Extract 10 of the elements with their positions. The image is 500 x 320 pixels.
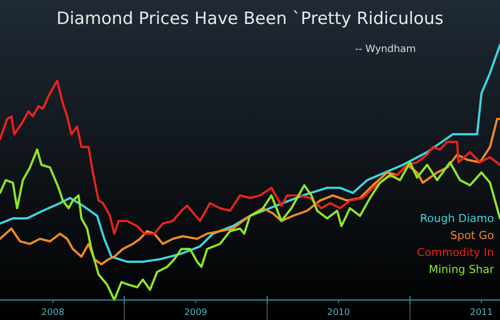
chart-title: Diamond Prices Have Been `Pretty Ridiculous bbox=[56, 9, 444, 29]
text: Commodity In bbox=[416, 246, 494, 259]
x-tick-label: 2009 bbox=[184, 308, 208, 318]
text: Spot Go bbox=[450, 229, 494, 242]
x-tick-label: 2011 bbox=[470, 308, 493, 318]
text: Rough Diamo bbox=[420, 212, 494, 225]
x-tick-label: 2010 bbox=[327, 308, 350, 318]
x-tick-label: 2008 bbox=[41, 308, 65, 318]
annotation: -- Wyndham bbox=[355, 44, 416, 55]
text: Mining Shar bbox=[428, 263, 494, 276]
